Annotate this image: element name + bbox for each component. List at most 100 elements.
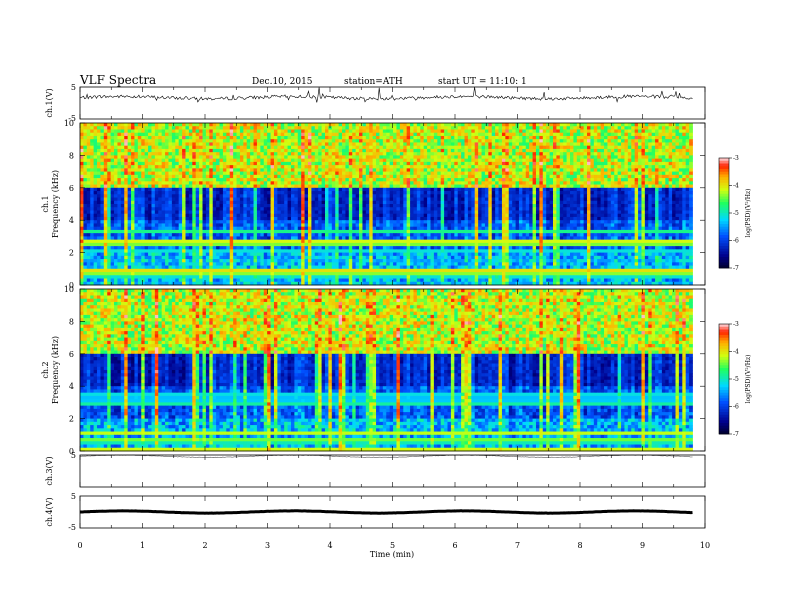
- spectrogram-cell: [539, 139, 544, 143]
- spectrogram-cell: [185, 191, 190, 195]
- spectrogram-cell: [644, 204, 649, 208]
- spectrogram-cell: [250, 207, 254, 211]
- spectrogram-cell: [246, 204, 251, 208]
- spectrogram-cell: [597, 194, 602, 198]
- spectrogram-cell: [124, 204, 129, 208]
- spectrogram-cell: [331, 204, 336, 208]
- spectrogram-cell: [318, 145, 322, 150]
- spectrogram-cell: [627, 132, 632, 137]
- spectrogram-cell: [461, 152, 465, 156]
- spectrogram-cell: [376, 165, 380, 169]
- spectrogram-cell: [270, 129, 275, 134]
- spectrogram-cell: [314, 142, 319, 147]
- spectrogram-cell: [158, 187, 163, 192]
- spectrogram-cell: [386, 139, 391, 143]
- spectrogram-cell: [253, 129, 258, 134]
- spectrogram-cell: [379, 129, 384, 134]
- spectrogram-cell: [440, 204, 445, 208]
- spectrogram-cell: [321, 139, 326, 143]
- spectrogram-cell: [236, 178, 241, 182]
- spectrogram-cell: [621, 165, 625, 169]
- spectrogram-cell: [464, 123, 469, 127]
- spectrogram-cell: [488, 139, 493, 143]
- spectrogram-cell: [260, 158, 265, 163]
- spectrogram-cell: [219, 161, 224, 166]
- spectrogram-cell: [546, 165, 550, 169]
- spectrogram-cell: [205, 191, 210, 195]
- spectrogram-cell: [182, 139, 186, 143]
- spectrogram-cell: [216, 200, 220, 205]
- spectrogram-cell: [471, 171, 476, 176]
- spectrogram-cell: [454, 129, 459, 134]
- spectrogram-cell: [314, 210, 319, 215]
- spectrogram-cell: [672, 135, 676, 140]
- spectrogram-cell: [413, 129, 418, 134]
- spectrogram-cell: [114, 168, 118, 172]
- spectrogram-cell: [631, 129, 636, 134]
- spectrogram-cell: [154, 178, 159, 182]
- spectrogram-cell: [154, 132, 159, 137]
- spectrogram-cell: [658, 191, 663, 195]
- spectrogram-cell: [478, 207, 482, 211]
- spectrogram-cell: [199, 123, 203, 127]
- spectrogram-cell: [284, 129, 288, 134]
- spectrogram-cell: [399, 178, 404, 182]
- spectrogram-cell: [484, 168, 489, 172]
- spectrogram-cell: [563, 178, 567, 182]
- spectrogram-cell: [307, 152, 312, 156]
- spectrogram-cell: [597, 174, 602, 179]
- spectrogram-cell: [621, 135, 625, 140]
- spectrogram-cell: [437, 194, 442, 198]
- spectrogram-cell: [352, 145, 357, 150]
- spectrogram-cell: [134, 194, 139, 198]
- spectrogram-cell: [103, 168, 108, 172]
- spectrogram-cell: [256, 155, 261, 160]
- spectrogram-cell: [678, 204, 683, 208]
- spectrogram-cell: [379, 204, 384, 208]
- spectrogram-cell: [352, 174, 357, 179]
- spectrogram-cell: [546, 139, 550, 143]
- spectrogram-cell: [199, 142, 203, 147]
- spectrogram-cell: [352, 152, 357, 156]
- spectrogram-cell: [491, 139, 496, 143]
- spectrogram-cell: [467, 135, 472, 140]
- spectrogram-cell: [267, 181, 271, 185]
- spectrogram-cell: [515, 145, 520, 150]
- spectrogram-cell: [638, 194, 642, 198]
- spectrogram-cell: [631, 145, 636, 150]
- spectrogram-cell: [570, 123, 574, 127]
- spectrogram-cell: [484, 135, 489, 140]
- spectrogram-cell: [188, 145, 193, 150]
- spectrogram-cell: [120, 139, 125, 143]
- spectrogram-cell: [508, 168, 513, 172]
- spectrogram-cell: [205, 161, 210, 166]
- spectrogram-cell: [345, 187, 350, 192]
- spectrogram-cell: [570, 158, 574, 163]
- spectrogram-cell: [461, 148, 465, 153]
- spectrogram-cell: [280, 210, 285, 215]
- spectrogram-cell: [508, 148, 513, 153]
- spectrogram-cell: [199, 194, 203, 198]
- spectrogram-cell: [389, 181, 394, 185]
- spectrogram-cell: [335, 129, 340, 134]
- spectrogram-cell: [685, 168, 690, 172]
- spectrogram-cell: [638, 184, 642, 189]
- spectrogram-cell: [491, 165, 496, 169]
- spectrogram-cell: [233, 155, 237, 160]
- spectrogram-cell: [117, 152, 122, 156]
- spectrogram-cell: [604, 197, 608, 202]
- spectrogram-cell: [331, 171, 336, 176]
- spectrogram-cell: [131, 171, 135, 176]
- spectrogram-cell: [501, 135, 506, 140]
- spectrogram-cell: [287, 187, 292, 192]
- spectrogram-cell: [148, 191, 152, 195]
- spectrogram-cell: [464, 129, 469, 134]
- spectrogram-cell: [396, 145, 401, 150]
- spectrogram-cell: [154, 187, 159, 192]
- spectrogram-cell: [260, 178, 265, 182]
- spectrogram-cell: [389, 161, 394, 166]
- spectrogram-cell: [552, 152, 557, 156]
- spectrogram-cell: [430, 135, 435, 140]
- spectrogram-cell: [222, 123, 227, 127]
- spectrogram-cell: [583, 174, 588, 179]
